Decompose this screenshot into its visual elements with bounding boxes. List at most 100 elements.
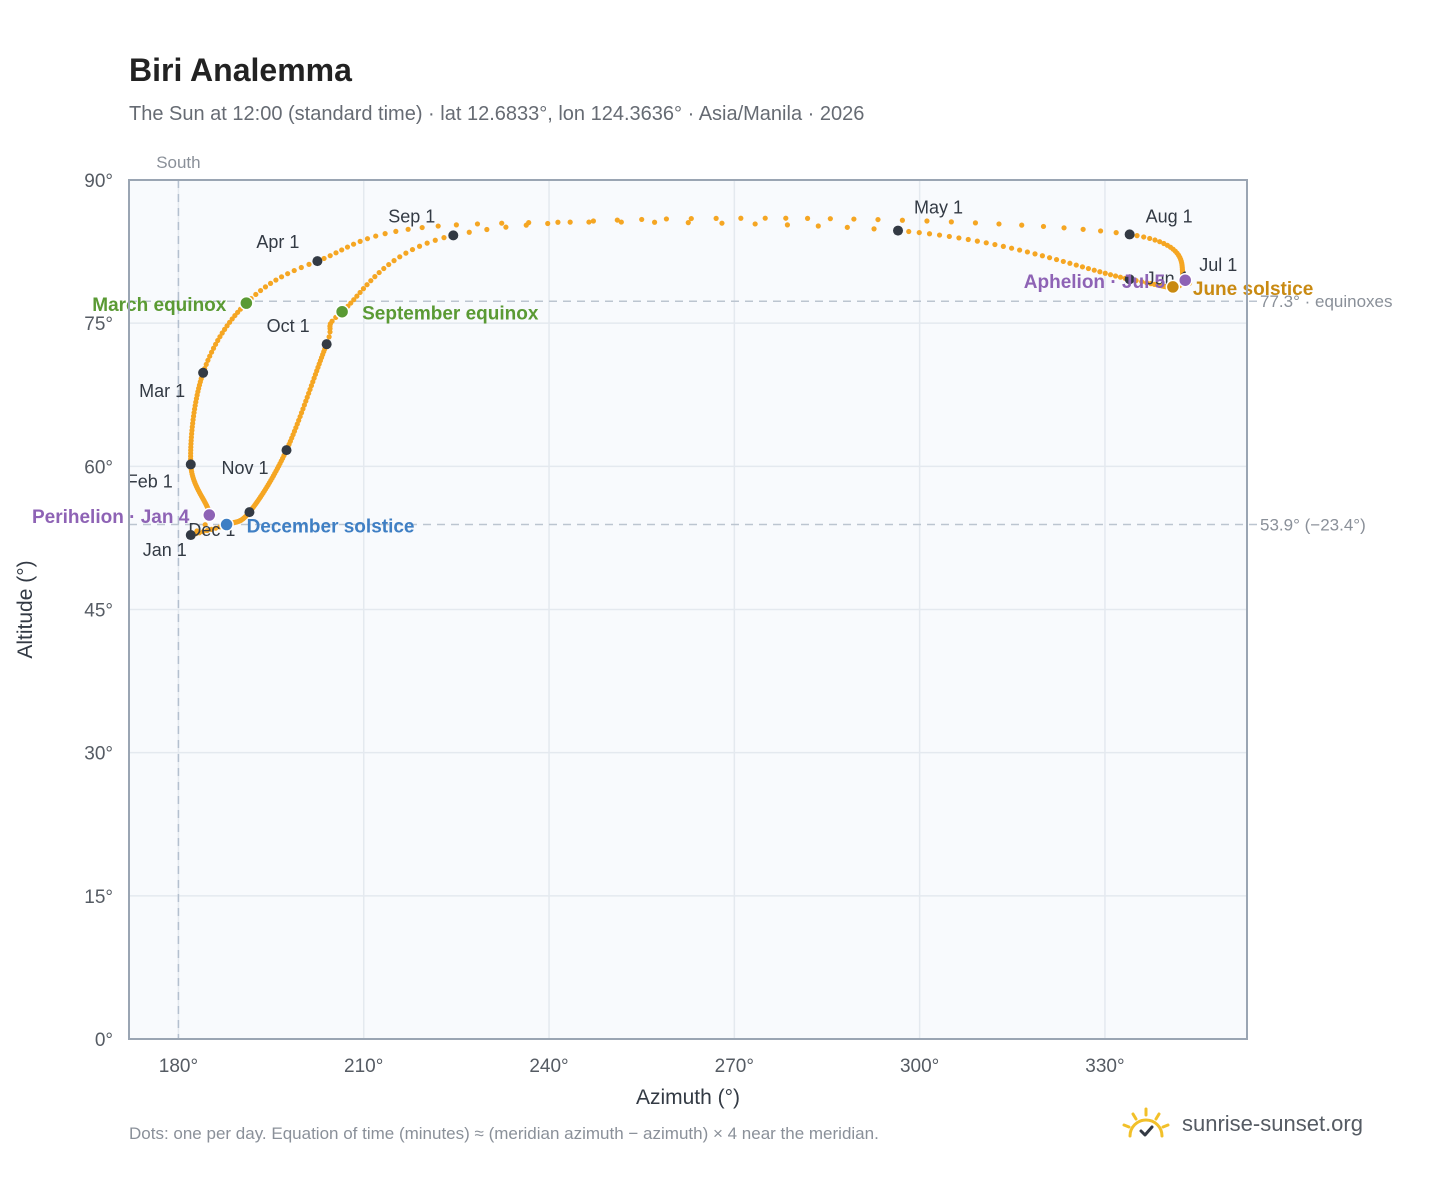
- event-label: December solstice: [247, 517, 415, 538]
- daily-sun-dot: [1079, 264, 1086, 270]
- daily-sun-dot: [1067, 260, 1073, 266]
- x-tick-label: 300°: [900, 1056, 939, 1077]
- daily-sun-dot: [262, 284, 269, 290]
- y-axis-label: Altitude (°): [14, 560, 37, 658]
- y-tick-label: 30°: [84, 744, 113, 765]
- daily-sun-dot: [393, 228, 399, 234]
- month-marker: [312, 256, 323, 267]
- daily-sun-dot: [906, 228, 912, 235]
- daily-sun-dot: [391, 258, 397, 264]
- daily-sun-dot: [306, 261, 312, 267]
- daily-sun-dot: [685, 220, 691, 226]
- daily-sun-dot: [1117, 274, 1124, 280]
- daily-sun-dot: [267, 280, 274, 286]
- daily-sun-dot: [762, 215, 768, 221]
- daily-sun-dot: [1060, 258, 1066, 265]
- daily-sun-dot: [1039, 253, 1045, 259]
- daily-sun-dot: [1157, 239, 1163, 245]
- daily-sun-dot: [1141, 234, 1147, 240]
- brand-logo[interactable]: sunrise-sunset.org: [1120, 1104, 1363, 1144]
- daily-sun-dot: [210, 345, 217, 351]
- daily-sun-dot: [1040, 223, 1047, 230]
- month-label: Mar 1: [139, 381, 185, 401]
- daily-sun-dot: [804, 215, 811, 221]
- x-tick-label: 210°: [344, 1056, 383, 1077]
- daily-sun-dot: [956, 235, 962, 241]
- daily-sun-dot: [1032, 251, 1038, 257]
- daily-sun-dot: [1102, 270, 1108, 276]
- reference-line-label: 53.9° (−23.4°): [1260, 516, 1366, 535]
- daily-sun-dot: [205, 357, 211, 363]
- daily-sun-dot: [499, 220, 505, 226]
- month-marker: [321, 339, 332, 350]
- daily-sun-dot: [409, 246, 416, 253]
- daily-sun-dot: [784, 222, 791, 228]
- daily-sun-dot: [397, 254, 403, 260]
- daily-sun-dot: [1144, 280, 1150, 286]
- daily-sun-dot: [875, 216, 881, 223]
- daily-sun-dot: [344, 244, 351, 250]
- daily-sun-dot: [419, 224, 425, 231]
- daily-sun-dot: [466, 229, 472, 235]
- chart-subtitle: The Sun at 12:00 (standard time) · lat 1…: [129, 103, 865, 125]
- daily-sun-dot: [453, 222, 459, 228]
- y-tick-label: 0°: [95, 1030, 113, 1051]
- daily-sun-dot: [304, 394, 310, 400]
- month-label: Jan 1: [143, 540, 187, 560]
- daily-sun-dot: [441, 235, 447, 241]
- daily-sun-dot: [303, 398, 309, 404]
- plot-frame: [128, 179, 1248, 1040]
- daily-sun-dot: [503, 224, 509, 230]
- daily-sun-dot: [752, 221, 758, 227]
- daily-sun-dot: [713, 215, 719, 221]
- daily-sun-dot: [1073, 262, 1079, 268]
- event-marker: [239, 295, 254, 311]
- daily-sun-dot: [936, 232, 943, 238]
- daily-sun-dot: [360, 286, 367, 292]
- daily-sun-dot: [815, 223, 821, 229]
- x-tick-label: 330°: [1085, 1056, 1124, 1077]
- daily-sun-dot: [376, 269, 382, 276]
- daily-sun-dot: [523, 222, 529, 228]
- daily-sun-dot: [783, 215, 789, 221]
- daily-sun-dot: [357, 238, 363, 244]
- month-label: May 1: [914, 198, 963, 218]
- daily-sun-dot: [651, 219, 658, 225]
- daily-sun-dot: [208, 349, 215, 355]
- daily-sun-dot: [382, 231, 388, 237]
- month-label: Nov 1: [221, 458, 268, 478]
- daily-sun-dot: [1046, 255, 1053, 261]
- daily-sun-dot: [1133, 277, 1139, 284]
- daily-sun-dot: [208, 526, 215, 532]
- daily-sun-dot: [1107, 272, 1114, 278]
- daily-sun-dot: [424, 240, 430, 246]
- event-marker: [219, 517, 234, 532]
- month-label: Apr 1: [256, 232, 299, 252]
- daily-sun-dot: [357, 289, 363, 296]
- daily-sun-dot: [974, 238, 980, 244]
- daily-sun-dot: [253, 291, 259, 298]
- daily-sun-dot: [916, 229, 922, 236]
- daily-sun-dot: [567, 219, 573, 225]
- x-axis-label: Azimuth (°): [636, 1086, 740, 1109]
- daily-sun-dot: [983, 240, 989, 246]
- month-marker: [244, 507, 255, 518]
- month-label: Jul 1: [1199, 255, 1237, 275]
- daily-sun-dot: [972, 220, 979, 226]
- daily-sun-dot: [327, 329, 333, 335]
- daily-sun-dot: [213, 525, 219, 531]
- daily-sun-dot: [373, 233, 379, 239]
- y-tick-label: 75°: [84, 314, 113, 335]
- daily-sun-dot: [545, 220, 551, 227]
- daily-sun-dot: [215, 337, 221, 344]
- daily-sun-dot: [1000, 243, 1006, 249]
- daily-sun-dot: [688, 215, 694, 222]
- month-label: Oct 1: [267, 316, 310, 336]
- daily-sun-dot: [555, 219, 561, 225]
- event-label: September equinox: [362, 304, 539, 325]
- daily-sun-dot: [339, 247, 345, 253]
- reference-line-label: 77.3° · equinoxes: [1260, 292, 1393, 311]
- daily-sun-dot: [618, 219, 624, 225]
- daily-sun-dot: [946, 233, 952, 240]
